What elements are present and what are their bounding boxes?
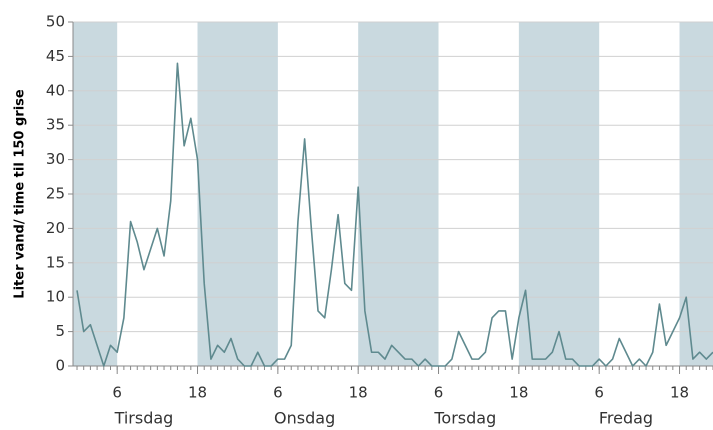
day-label: Tirsdag — [114, 409, 174, 428]
x-tick-label: 6 — [273, 384, 283, 402]
y-tick-label: 25 — [46, 185, 65, 203]
y-tick-label: 50 — [46, 13, 65, 31]
y-tick-label: 20 — [46, 219, 65, 237]
y-tick-label: 5 — [55, 322, 65, 340]
y-tick-label: 45 — [46, 47, 65, 65]
y-tick-label: 10 — [46, 288, 65, 306]
day-label: Fredag — [599, 409, 653, 428]
x-tick-label: 6 — [594, 384, 604, 402]
y-tick-label: 30 — [46, 150, 65, 168]
day-label: Torsdag — [433, 409, 496, 428]
y-tick-label: 40 — [46, 81, 65, 99]
x-tick-label: 18 — [188, 384, 207, 402]
x-tick-label: 18 — [509, 384, 528, 402]
day-label: Onsdag — [274, 409, 335, 428]
y-tick-label: 15 — [46, 253, 65, 271]
data-line — [76, 62, 713, 367]
x-tick-label: 6 — [112, 384, 122, 402]
x-tick-label: 18 — [349, 384, 368, 402]
y-tick-label: 0 — [55, 357, 65, 375]
x-tick-label: 6 — [434, 384, 444, 402]
y-axis-label: Liter vand/ time til 150 grise — [13, 89, 28, 299]
x-tick-label: 18 — [670, 384, 689, 402]
y-tick-label: 35 — [46, 116, 65, 134]
